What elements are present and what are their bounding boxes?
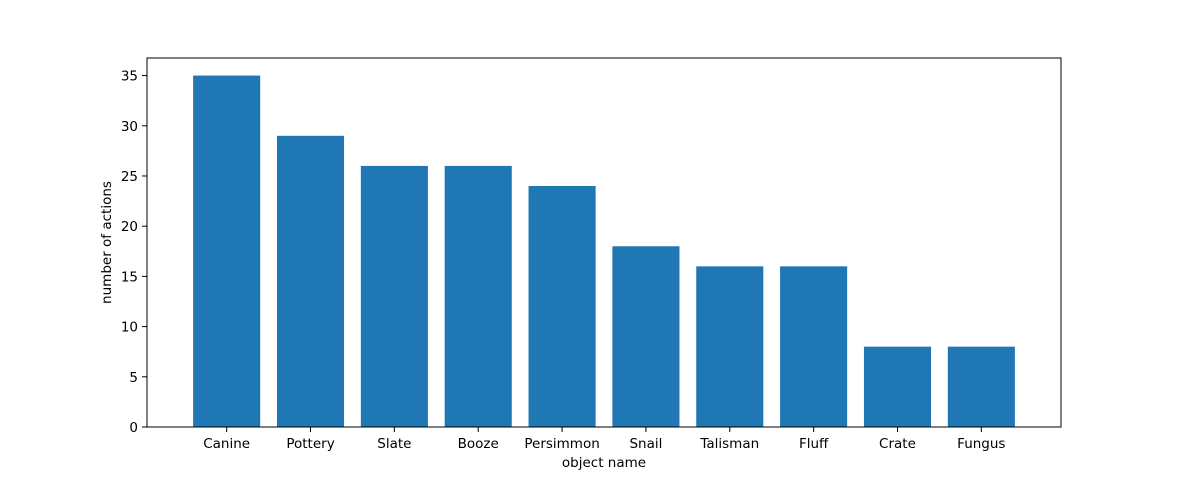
bar-crate [863, 346, 932, 427]
y-tick-label: 0 [129, 420, 138, 436]
bar-canine [193, 75, 261, 428]
bar-fluff [780, 266, 848, 427]
bar-fungus [947, 346, 1015, 427]
x-tick-label: Pottery [286, 436, 334, 452]
bar-slate [360, 165, 428, 427]
x-tick-label: Slate [377, 436, 411, 452]
y-tick-label: 10 [121, 320, 138, 336]
bar-booze [444, 165, 512, 427]
bar-snail [612, 246, 680, 427]
y-tick-label: 5 [129, 370, 138, 386]
x-tick-label: Snail [629, 436, 662, 452]
x-tick-label: Canine [203, 436, 250, 452]
x-tick-label: Fungus [957, 436, 1005, 452]
y-tick-label: 15 [121, 269, 138, 285]
y-tick-label: 25 [121, 169, 138, 185]
bar-talisman [696, 266, 764, 427]
x-tick-label: Fluff [799, 436, 829, 452]
plot-frame [146, 57, 1062, 428]
x-axis-label: object name [562, 455, 646, 471]
y-axis-label: number of actions [99, 181, 115, 304]
x-tick-label: Persimmon [524, 436, 599, 452]
y-tick-label: 20 [121, 219, 138, 235]
y-tick-label: 30 [121, 119, 138, 135]
x-tick-label: Booze [458, 436, 499, 452]
x-tick-label: Crate [879, 436, 916, 452]
bars-group [193, 75, 1015, 428]
x-axis-ticks: Canine Pottery Slate Booze Persimmon Snail Tal… [203, 427, 1005, 452]
y-tick-label: 35 [121, 69, 138, 85]
y-axis-ticks: 0 5 10 15 20 25 30 35 [121, 69, 147, 436]
x-tick-label: Talisman [699, 436, 759, 452]
bar-persimmon [528, 186, 596, 427]
bar-pottery [276, 135, 345, 427]
